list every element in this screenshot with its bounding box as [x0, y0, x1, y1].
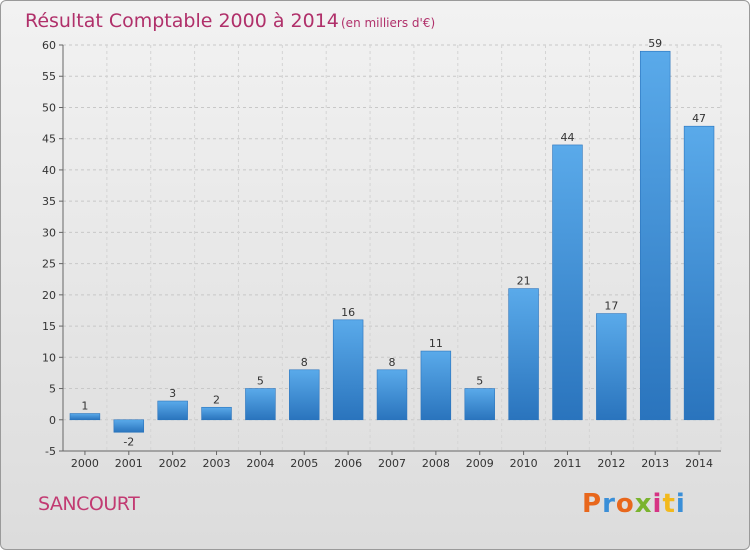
y-tick-label: 20 — [42, 289, 56, 302]
grid-lines — [62, 44, 722, 452]
bar-2006 — [332, 319, 364, 421]
y-tick-label: 10 — [42, 351, 56, 364]
x-tick-label: 2013 — [641, 457, 669, 470]
data-label-2014: 47 — [692, 112, 706, 125]
x-tick-label: 2004 — [246, 457, 274, 470]
y-tick-label: 15 — [42, 320, 56, 333]
bar-2002 — [157, 400, 188, 421]
chart-title: Résultat Comptable 2000 à 2014 — [25, 10, 339, 32]
bar-2008 — [420, 350, 452, 421]
brand-letter: i — [652, 489, 663, 519]
x-tick-label: 2001 — [115, 457, 143, 470]
y-tick-label: 25 — [42, 258, 56, 271]
x-tick-label: 2005 — [290, 457, 318, 470]
x-tick-label: 2002 — [159, 457, 187, 470]
brand-letter: i — [675, 489, 686, 519]
bar-2012 — [596, 313, 627, 421]
bar-2001 — [113, 419, 145, 433]
x-tick-label: 2010 — [510, 457, 538, 470]
y-tick-label: 45 — [42, 133, 56, 146]
bar-2009 — [464, 388, 495, 421]
data-label-2004: 5 — [257, 375, 264, 388]
x-tick-label: 2006 — [334, 457, 362, 470]
data-label-2002: 3 — [169, 387, 176, 400]
y-tick-label: 50 — [42, 101, 56, 114]
data-label-2003: 2 — [213, 393, 220, 406]
x-tick-label: 2008 — [422, 457, 450, 470]
y-tick-label: 0 — [49, 414, 56, 427]
bar-2010 — [508, 288, 539, 421]
bar-2000 — [69, 413, 101, 421]
y-tick-label: 5 — [49, 383, 56, 396]
chart-subtitle: (en milliers d'€) — [341, 16, 435, 30]
y-tick-label: 35 — [42, 195, 56, 208]
data-label-2005: 8 — [301, 356, 308, 369]
x-tick-label: 2007 — [378, 457, 406, 470]
brand-logo: Proxiti — [582, 489, 686, 519]
brand-letter: r — [602, 489, 616, 519]
bar-2003 — [201, 406, 232, 421]
bars — [69, 50, 715, 433]
x-tick-label: 2000 — [71, 457, 99, 470]
bar-2007 — [376, 369, 408, 421]
x-tick-label: 2003 — [203, 457, 231, 470]
data-label-2008: 11 — [429, 337, 443, 350]
data-label-2007: 8 — [389, 356, 396, 369]
x-tick-label: 2012 — [597, 457, 625, 470]
data-label-2006: 16 — [341, 306, 355, 319]
bar-2011 — [552, 144, 583, 421]
y-tick-label: 55 — [42, 70, 56, 83]
data-label-2013: 59 — [648, 37, 662, 50]
y-tick-label: 30 — [42, 226, 56, 239]
data-labels: 1 -2 3 2 5 8 16 8 11 5 21 44 17 59 47 — [81, 37, 706, 448]
brand-letter: x — [634, 489, 653, 519]
commune-name: SANCOURT — [38, 493, 140, 515]
bar-2013 — [639, 50, 671, 421]
x-tick-label: 2014 — [685, 457, 713, 470]
data-label-2009: 5 — [476, 375, 483, 388]
x-tick-label: 2011 — [553, 457, 581, 470]
data-label-2000: 1 — [81, 400, 88, 413]
data-label-2001: -2 — [123, 435, 134, 448]
data-label-2012: 17 — [604, 300, 618, 313]
x-tick-label: 2009 — [466, 457, 494, 470]
brand-letter: t — [662, 489, 676, 519]
brand-letter: o — [615, 489, 635, 519]
bar-2014 — [683, 125, 715, 421]
y-tick-label: 60 — [42, 39, 56, 52]
data-label-2010: 21 — [517, 275, 531, 288]
data-label-2011: 44 — [560, 131, 574, 144]
bar-2004 — [245, 388, 276, 421]
bar-2005 — [289, 369, 320, 421]
y-tick-label: -5 — [45, 445, 56, 458]
y-tick-label: 40 — [42, 164, 56, 177]
brand-letter: P — [582, 489, 603, 519]
